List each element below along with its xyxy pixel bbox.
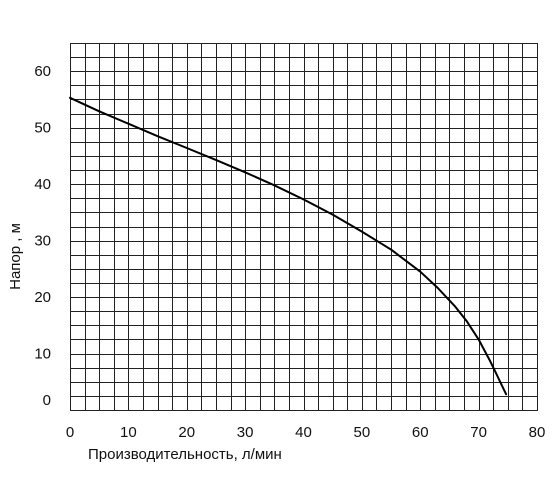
series-line-0 [69, 96, 508, 396]
x-tick-label: 80 [529, 424, 546, 441]
y-tick-label: 20 [34, 289, 51, 306]
series-layer [69, 96, 508, 396]
x-tick-label: 50 [354, 424, 371, 441]
x-tick-label: 30 [237, 424, 254, 441]
y-tick-label: 60 [34, 63, 51, 80]
grid [70, 43, 538, 411]
x-tick-label: 60 [412, 424, 429, 441]
y-tick-label: 40 [34, 176, 51, 193]
plot-area-border [70, 43, 538, 411]
y-tick-label: 30 [34, 233, 51, 250]
y-tick-label: 10 [34, 346, 51, 363]
x-tick-label: 40 [295, 424, 312, 441]
x-tick-label: 70 [470, 424, 487, 441]
x-tick-label: 10 [120, 424, 137, 441]
y-axis-tick-labels: 0 10 20 30 40 50 60 [34, 63, 51, 409]
y-tick-label: 50 [34, 120, 51, 137]
x-tick-label: 0 [66, 424, 74, 441]
y-axis-title: Напор , м [7, 223, 24, 290]
x-axis-tick-labels: 0 10 20 30 40 50 60 70 80 [66, 424, 546, 441]
x-tick-label: 20 [178, 424, 195, 441]
x-axis-title: Производительность, л/мин [88, 446, 282, 463]
y-tick-label: 0 [43, 392, 51, 409]
